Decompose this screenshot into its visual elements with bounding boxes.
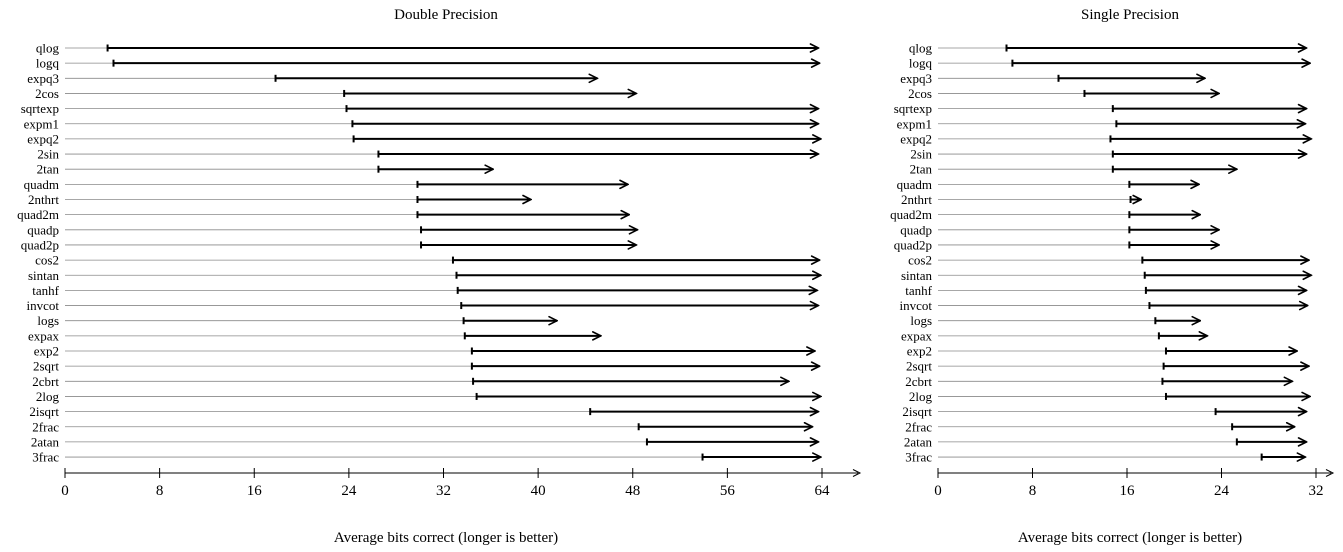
double-category-label: 2isqrt <box>29 404 59 419</box>
double-x-tick-label: 56 <box>720 483 736 499</box>
single-x-tick-label: 0 <box>934 483 942 499</box>
double-x-tick-label: 40 <box>531 483 546 499</box>
double-x-tick-label: 64 <box>815 483 831 499</box>
double-x-tick-label: 8 <box>156 483 164 499</box>
single-category-label: 2atan <box>904 434 933 449</box>
double-category-label: sintan <box>28 268 60 283</box>
single-category-label: sintan <box>901 268 933 283</box>
single-category-label: logs <box>910 313 932 328</box>
double-x-tick-label: 48 <box>625 483 640 499</box>
single-x-tick-label: 8 <box>1029 483 1037 499</box>
single-category-label: tanhf <box>905 283 932 298</box>
single-x-tick-label: 24 <box>1214 483 1230 499</box>
single-category-label: 2cos <box>908 86 932 101</box>
single-category-label: 2cbrt <box>905 374 932 389</box>
single-category-label: quad2p <box>894 237 932 252</box>
single-category-label: 3frac <box>905 450 932 465</box>
single-x-axis-arrow <box>1325 469 1335 477</box>
single-category-label: exp2 <box>907 344 932 359</box>
single-category-label: expq2 <box>900 131 932 146</box>
single-category-label: expax <box>901 328 933 343</box>
double-precision-panel: Double Precision Average bits correct (l… <box>17 7 862 546</box>
single-category-label: expm1 <box>897 116 932 131</box>
single-category-label: quadm <box>897 177 932 192</box>
single-category-label: 2sqrt <box>906 359 932 374</box>
double-category-label: logs <box>37 313 59 328</box>
double-category-label: tanhf <box>32 283 59 298</box>
single-precision-title: Single Precision <box>1081 7 1179 23</box>
double-category-label: invcot <box>27 298 60 313</box>
double-category-label: 2cos <box>35 86 59 101</box>
single-category-label: logq <box>909 56 933 71</box>
single-category-label: qlog <box>909 41 933 56</box>
double-x-tick-label: 16 <box>247 483 263 499</box>
single-category-label: quadp <box>900 222 932 237</box>
double-category-label: logq <box>36 56 60 71</box>
double-category-label: 2sqrt <box>33 359 59 374</box>
double-category-label: exp2 <box>34 344 59 359</box>
double-x-tick-label: 24 <box>341 483 357 499</box>
double-x-tick-label: 32 <box>436 483 451 499</box>
single-category-label: 2log <box>909 389 933 404</box>
double-x-axis-arrow <box>852 469 862 477</box>
double-category-label: expq2 <box>27 131 59 146</box>
single-category-label: invcot <box>900 298 933 313</box>
double-category-label: 2nthrt <box>28 192 59 207</box>
single-x-tick-label: 16 <box>1120 483 1136 499</box>
double-category-label: 3frac <box>32 450 59 465</box>
double-category-label: quadm <box>24 177 59 192</box>
single-precision-xlabel: Average bits correct (longer is better) <box>1018 530 1242 546</box>
double-category-label: expax <box>28 328 60 343</box>
double-precision-xlabel: Average bits correct (longer is better) <box>334 530 558 546</box>
double-x-tick-label: 0 <box>61 483 69 499</box>
single-category-label: cos2 <box>908 253 932 268</box>
single-category-label: sqrtexp <box>894 101 932 116</box>
single-category-label: expq3 <box>900 71 932 86</box>
double-category-label: cos2 <box>35 253 59 268</box>
double-category-label: 2tan <box>37 162 60 177</box>
double-precision-title: Double Precision <box>394 7 498 23</box>
double-category-label: quadp <box>27 222 59 237</box>
double-category-label: expm1 <box>24 116 59 131</box>
double-category-label: quad2m <box>17 207 59 222</box>
double-category-label: sqrtexp <box>21 101 59 116</box>
double-category-label: 2frac <box>32 419 59 434</box>
single-category-label: 2isqrt <box>902 404 932 419</box>
double-category-label: qlog <box>36 41 60 56</box>
double-category-label: 2atan <box>31 434 60 449</box>
single-x-tick-label: 32 <box>1309 483 1324 499</box>
single-precision-panel: Single Precision Average bits correct (l… <box>890 7 1335 546</box>
double-category-label: 2sin <box>37 147 59 162</box>
single-category-label: 2sin <box>910 147 932 162</box>
double-category-label: 2log <box>36 389 60 404</box>
single-category-label: 2nthrt <box>901 192 932 207</box>
double-category-label: expq3 <box>27 71 59 86</box>
double-category-label: quad2p <box>21 237 59 252</box>
double-category-label: 2cbrt <box>32 374 59 389</box>
single-category-label: 2tan <box>910 162 933 177</box>
single-category-label: 2frac <box>905 419 932 434</box>
single-category-label: quad2m <box>890 207 932 222</box>
